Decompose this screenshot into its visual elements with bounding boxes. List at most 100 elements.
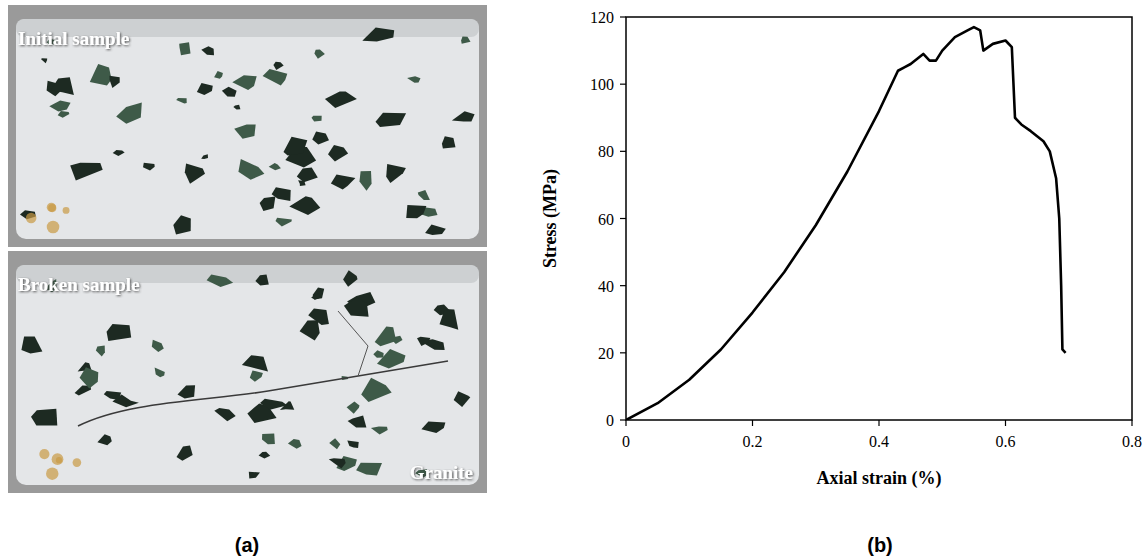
mineral-grain (407, 76, 420, 82)
stain (47, 221, 60, 234)
mineral-grain (347, 402, 360, 414)
mineral-grain (348, 415, 367, 427)
mineral-grain (288, 439, 302, 449)
mineral-grain (185, 164, 205, 184)
mineral-grain (298, 180, 306, 186)
mineral-grain (461, 37, 470, 44)
mineral-grain (249, 472, 260, 479)
y-tick (620, 218, 626, 219)
mineral-grain (201, 154, 208, 159)
mineral-grain (80, 367, 99, 388)
y-tick-label: 100 (590, 76, 614, 93)
mineral-grain (442, 136, 456, 148)
mineral-grain (343, 270, 357, 286)
stain (73, 458, 82, 467)
plot-frame (626, 17, 1132, 420)
stain (26, 213, 37, 224)
photo-background (8, 5, 487, 247)
photo-caption: Broken sample (18, 274, 140, 295)
x-tick (752, 420, 753, 426)
mineral-grain (250, 370, 263, 381)
mineral-grain (104, 391, 121, 400)
x-tick-label: 0 (622, 433, 630, 450)
crack (78, 361, 448, 426)
mineral-grain (176, 98, 187, 104)
mineral-grain (116, 103, 142, 124)
panel-label: (a) (235, 534, 259, 556)
core-sample (16, 19, 479, 239)
mineral-grain (49, 101, 70, 112)
mineral-grain (325, 91, 357, 108)
x-tick (1005, 420, 1006, 426)
mineral-grain (214, 71, 223, 79)
mineral-grain (421, 421, 445, 433)
mineral-grain (110, 76, 120, 88)
mineral-grain (356, 463, 382, 476)
mineral-grain (233, 105, 240, 110)
mineral-grain (386, 164, 406, 183)
mineral-grain (41, 58, 47, 63)
mineral-grain (201, 46, 214, 55)
x-tick (878, 420, 879, 426)
mineral-grain (90, 64, 112, 86)
mineral-grain (376, 113, 407, 127)
y-tick-label: 20 (598, 345, 614, 362)
y-tick-label: 80 (598, 143, 614, 160)
mineral-grain (452, 111, 475, 121)
mineral-grain (269, 163, 281, 170)
photo (8, 251, 487, 493)
mineral-grain (255, 275, 268, 286)
mineral-grain (155, 368, 165, 378)
mineral-grain (373, 350, 383, 358)
mineral-grain (214, 408, 235, 421)
mineral-grain (311, 294, 321, 300)
stain (52, 453, 64, 465)
mineral-grain (107, 324, 132, 341)
y-tick (620, 285, 626, 286)
stain (48, 204, 56, 212)
mineral-grain (207, 275, 234, 287)
mineral-grain (21, 336, 42, 353)
stain (63, 207, 70, 214)
stain (56, 457, 62, 463)
core-sample (16, 265, 479, 485)
y-tick (620, 352, 626, 353)
mineral-grain (344, 297, 369, 317)
x-axis-title: Axial strain (%) (817, 468, 942, 489)
mineral-grain (70, 163, 103, 181)
mineral-grain (177, 446, 193, 461)
y-tick-label: 0 (606, 412, 614, 429)
mineral-grain (300, 320, 320, 340)
y-tick (620, 16, 626, 17)
plot-area (626, 27, 1066, 420)
y-tick-label: 60 (598, 211, 614, 228)
material-label: Granite (410, 462, 473, 483)
mineral-grain (418, 190, 430, 200)
mineral-grain (425, 225, 446, 236)
mineral-grain (417, 337, 430, 346)
stain (39, 449, 49, 459)
stain (47, 203, 56, 212)
mineral-grain (51, 77, 74, 95)
photo-background (8, 251, 487, 493)
mineral-grain (232, 75, 256, 90)
y-tick-label: 120 (590, 9, 614, 26)
panel-label: (b) (867, 534, 893, 556)
mineral-grain (179, 42, 190, 55)
mineral-grain (234, 124, 256, 138)
mineral-grain (259, 452, 271, 459)
mineral-grain (331, 175, 356, 190)
mineral-grain (97, 434, 111, 445)
mineral-grain (284, 137, 308, 156)
mineral-grain (143, 163, 155, 171)
mineral-grain (297, 168, 318, 183)
mineral-grain (312, 116, 322, 122)
mineral-grain (360, 171, 372, 191)
mineral-grain (260, 399, 287, 410)
x-tick (625, 420, 626, 426)
x-tick-label: 0.6 (996, 433, 1016, 450)
stress-strain-curve (626, 27, 1066, 420)
mineral-grain (273, 62, 283, 70)
mineral-grain (238, 159, 264, 180)
stain (46, 467, 58, 479)
